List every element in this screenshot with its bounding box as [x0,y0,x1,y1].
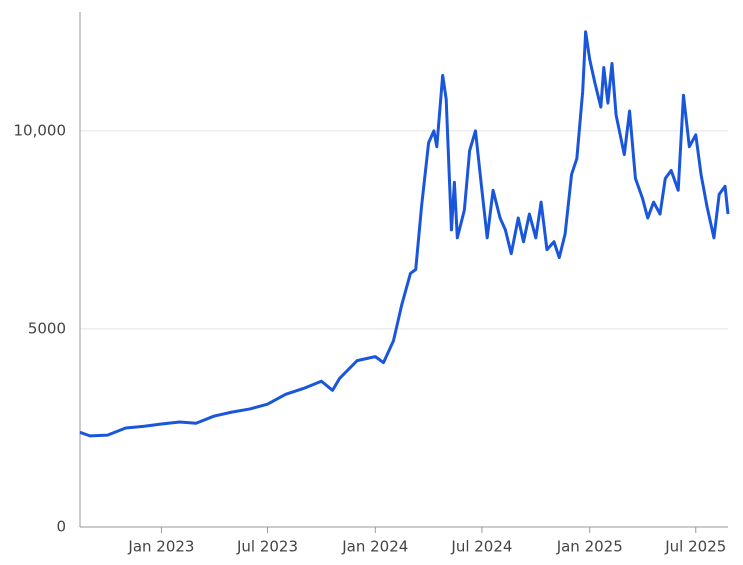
y-tick-label: 5000 [28,319,66,337]
x-tick-label: Jan 2025 [556,538,623,556]
line-series [79,30,730,438]
y-tick-label: 10,000 [14,121,67,139]
x-tick-label: Jan 2023 [127,538,194,556]
x-tick-label: Jul 2024 [450,538,512,556]
x-tick-label: Jul 2025 [664,538,726,556]
y-tick-label: 0 [56,518,66,536]
x-tick-label: Jul 2023 [236,538,298,556]
x-tick-label: Jan 2024 [341,538,408,556]
